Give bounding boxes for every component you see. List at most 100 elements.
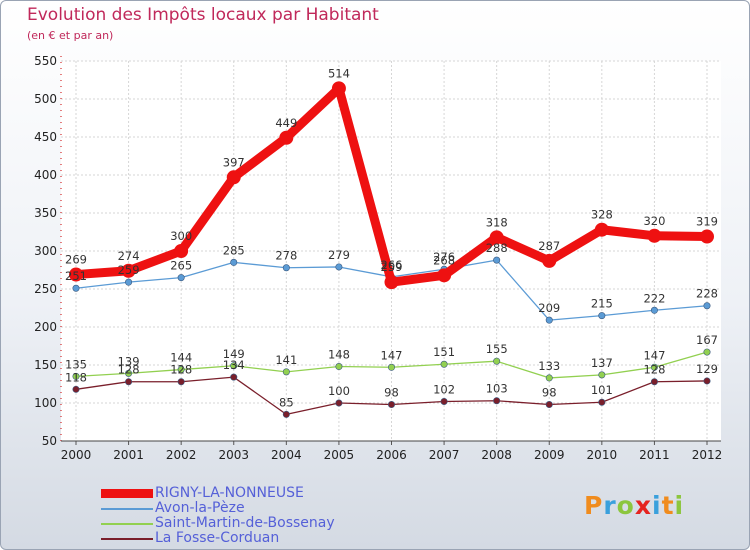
data-label: 328 xyxy=(591,208,613,222)
data-point xyxy=(177,378,185,386)
data-label: 128 xyxy=(118,363,140,377)
data-label: 222 xyxy=(643,291,665,305)
legend-label: Avon-la-Pèze xyxy=(155,500,245,516)
data-label: 274 xyxy=(118,249,140,263)
data-label: 300 xyxy=(170,229,192,243)
data-point xyxy=(72,385,80,393)
data-label: 209 xyxy=(538,301,560,315)
data-point xyxy=(125,378,133,386)
logo-letter: t xyxy=(661,491,675,520)
data-point xyxy=(493,256,501,264)
y-tick-label: 300 xyxy=(34,244,57,258)
legend-label: Saint-Martin-de-Bossenay xyxy=(155,515,335,531)
data-point xyxy=(545,374,553,382)
data-label: 285 xyxy=(223,243,245,257)
data-point xyxy=(226,170,241,185)
data-label: 147 xyxy=(643,348,665,362)
x-tick-label: 2001 xyxy=(113,448,144,462)
data-label: 118 xyxy=(65,370,87,384)
data-label: 155 xyxy=(486,342,508,356)
data-point xyxy=(335,363,343,371)
y-tick-label: 200 xyxy=(34,320,57,334)
data-label: 133 xyxy=(538,359,560,373)
data-point xyxy=(121,263,136,278)
y-tick-label: 500 xyxy=(34,92,57,106)
data-point xyxy=(331,81,346,96)
data-label: 139 xyxy=(118,354,140,368)
data-point xyxy=(700,229,714,244)
legend-swatch xyxy=(101,537,153,540)
legend-swatch xyxy=(101,522,153,525)
x-tick-label: 2011 xyxy=(639,448,670,462)
data-point xyxy=(384,275,399,290)
legend-item: RIGNY-LA-NONNEUSE xyxy=(101,486,335,501)
data-point xyxy=(177,274,185,282)
data-label: 102 xyxy=(433,382,455,396)
y-tick-label: 250 xyxy=(34,282,57,296)
data-label: 98 xyxy=(384,386,399,400)
data-point xyxy=(72,372,80,380)
legend-swatch xyxy=(101,507,153,510)
data-label: 167 xyxy=(696,333,718,347)
legend-item: Saint-Martin-de-Bossenay xyxy=(101,516,335,531)
x-tick-label: 2000 xyxy=(61,448,92,462)
data-point xyxy=(230,258,238,266)
x-tick-label: 2002 xyxy=(166,448,197,462)
data-point xyxy=(545,316,553,324)
data-point xyxy=(230,362,238,370)
logo-letter: o xyxy=(616,491,635,520)
data-point xyxy=(545,401,553,409)
logo-letter: i xyxy=(674,491,685,520)
data-label: 215 xyxy=(591,297,613,311)
data-label: 129 xyxy=(696,362,718,376)
x-tick-label: 2008 xyxy=(481,448,512,462)
data-label: 397 xyxy=(223,155,245,169)
data-label: 128 xyxy=(643,363,665,377)
data-point xyxy=(174,244,189,258)
data-label: 137 xyxy=(591,356,613,370)
data-point xyxy=(598,371,606,379)
data-point xyxy=(282,264,290,272)
legend-item: La Fosse-Corduan xyxy=(101,531,335,546)
data-label: 85 xyxy=(279,395,294,409)
data-label: 147 xyxy=(381,348,403,362)
data-point xyxy=(72,284,80,292)
y-tick-label: 400 xyxy=(34,168,57,182)
x-tick-label: 2004 xyxy=(271,448,302,462)
data-point xyxy=(125,369,133,377)
data-label: 148 xyxy=(328,348,350,362)
data-label: 144 xyxy=(170,351,192,365)
legend: RIGNY-LA-NONNEUSE Avon-la-Pèze Saint-Marti… xyxy=(101,486,335,546)
data-point xyxy=(650,363,658,371)
legend-item: Avon-la-Pèze xyxy=(101,501,335,516)
x-tick-label: 2010 xyxy=(587,448,618,462)
data-point xyxy=(125,278,133,286)
data-point xyxy=(440,397,448,405)
data-label: 98 xyxy=(542,386,557,400)
data-point xyxy=(440,360,448,368)
data-label: 269 xyxy=(65,253,87,267)
data-label: 276 xyxy=(433,250,455,264)
y-tick-label: 350 xyxy=(34,206,57,220)
logo-letter: i xyxy=(652,491,662,520)
data-point xyxy=(703,377,711,385)
data-point xyxy=(598,398,606,406)
data-label: 251 xyxy=(65,269,87,283)
x-tick-label: 2012 xyxy=(692,448,723,462)
data-label: 266 xyxy=(381,258,403,272)
data-point xyxy=(177,366,185,374)
chart-title: Evolution des Impôts locaux par Habitant xyxy=(27,5,379,25)
y-tick-label: 150 xyxy=(34,358,57,372)
data-label: 151 xyxy=(433,345,455,359)
data-point xyxy=(493,397,501,405)
x-tick-label: 2007 xyxy=(429,448,460,462)
data-label: 287 xyxy=(538,239,560,253)
data-label: 449 xyxy=(275,116,297,130)
data-point xyxy=(437,268,452,283)
data-label: 101 xyxy=(591,383,613,397)
legend-label: La Fosse-Corduan xyxy=(155,530,280,546)
legend-swatch xyxy=(101,489,153,498)
data-label: 259 xyxy=(381,260,403,274)
x-tick-label: 2009 xyxy=(534,448,565,462)
